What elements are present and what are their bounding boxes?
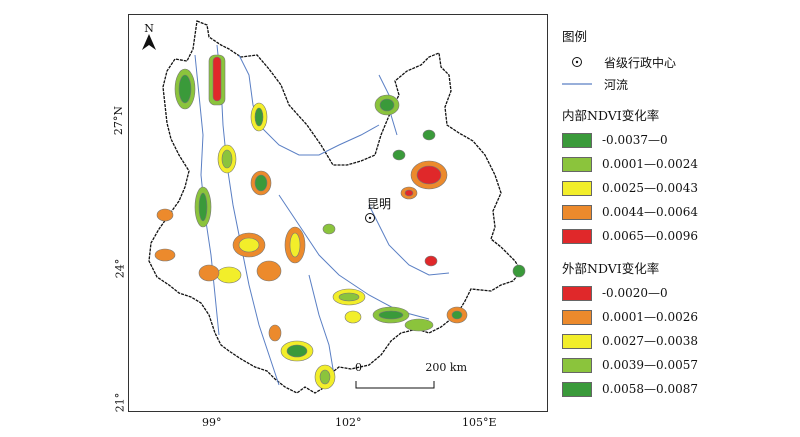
scale-line xyxy=(355,381,435,389)
river-lancang xyxy=(216,44,280,386)
lat-tick-24: 24° xyxy=(113,258,127,279)
north-label: N xyxy=(144,22,154,35)
legend-swatch xyxy=(562,309,592,325)
legend-swatch xyxy=(562,333,592,349)
kunming-marker xyxy=(364,209,376,223)
legend-outer-item: 0.0058—0.0087 xyxy=(562,377,792,401)
legend-inner-list: -0.0037—0 0.0001—0.0024 0.0025—0.0043 0.… xyxy=(562,128,792,248)
legend-item-label: 0.0027—0.0038 xyxy=(602,334,698,348)
capital-symbol-icon xyxy=(562,55,592,69)
legend-swatch xyxy=(562,204,592,220)
river-symbol-icon xyxy=(562,77,592,91)
legend-inner-item: 0.0001—0.0024 xyxy=(562,152,792,176)
legend: 图例 省级行政中心 河流 内部NDVI变化率 -0.0037—0 0.0001—… xyxy=(562,26,792,401)
legend-outer-item: -0.0020—0 xyxy=(562,281,792,305)
legend-inner-item: 0.0065—0.0096 xyxy=(562,224,792,248)
legend-inner-item: 0.0025—0.0043 xyxy=(562,176,792,200)
lon-tick-99: 99° xyxy=(202,416,222,429)
legend-item-label: 0.0058—0.0087 xyxy=(602,382,698,396)
legend-swatch xyxy=(562,285,592,301)
legend-swatch xyxy=(562,357,592,373)
ndvi-patches xyxy=(154,54,526,390)
lon-tick-105: 105°E xyxy=(462,416,497,429)
legend-capital-label: 省级行政中心 xyxy=(604,55,677,70)
river-south xyxy=(308,274,335,376)
legend-swatch xyxy=(562,228,592,244)
legend-outer-title: 外部NDVI变化率 xyxy=(562,261,660,276)
legend-swatch xyxy=(562,156,592,172)
legend-outer-item: 0.0027—0.0038 xyxy=(562,329,792,353)
scale-start-label: 0 xyxy=(355,361,362,374)
lat-tick-21: 21° xyxy=(113,392,127,413)
scale-bar: 0 200 km xyxy=(355,361,467,393)
legend-swatch xyxy=(562,381,592,397)
lon-tick-102: 102° xyxy=(335,416,362,429)
legend-item-label: -0.0037—0 xyxy=(602,133,668,147)
north-arrow-icon xyxy=(142,34,156,50)
legend-outer-item: 0.0039—0.0057 xyxy=(562,353,792,377)
legend-inner-item: -0.0037—0 xyxy=(562,128,792,152)
legend-river-label: 河流 xyxy=(604,77,629,92)
north-arrow: N xyxy=(139,23,159,54)
legend-inner-title: 内部NDVI变化率 xyxy=(562,108,660,123)
legend-item-label: 0.0001—0.0026 xyxy=(602,310,698,324)
legend-swatch xyxy=(562,180,592,196)
legend-item-label: 0.0039—0.0057 xyxy=(602,358,698,372)
legend-item-label: 0.0001—0.0024 xyxy=(602,157,698,171)
legend-item-label: 0.0044—0.0064 xyxy=(602,205,698,219)
river-jinsha xyxy=(238,54,380,156)
legend-outer-list: -0.0020—0 0.0001—0.0026 0.0027—0.0038 0.… xyxy=(562,281,792,401)
river-nanpan xyxy=(368,204,450,276)
lat-tick-27: 27°N xyxy=(112,105,126,136)
legend-inner-item: 0.0044—0.0064 xyxy=(562,200,792,224)
legend-item-label: 0.0065—0.0096 xyxy=(602,229,698,243)
legend-outer-item: 0.0001—0.0026 xyxy=(562,305,792,329)
scale-end-label: 200 km xyxy=(425,361,467,374)
capital-icon xyxy=(365,213,375,223)
legend-swatch xyxy=(562,132,592,148)
legend-river-row: 河流 xyxy=(562,73,792,95)
legend-item-label: 0.0025—0.0043 xyxy=(602,181,698,195)
legend-title: 图例 xyxy=(562,29,588,44)
legend-item-label: -0.0020—0 xyxy=(602,286,668,300)
yunnan-map xyxy=(148,20,526,394)
legend-capital-row: 省级行政中心 xyxy=(562,51,792,73)
map-frame: N 昆明 0 200 km xyxy=(128,14,548,412)
kunming-label: 昆明 xyxy=(367,197,392,211)
